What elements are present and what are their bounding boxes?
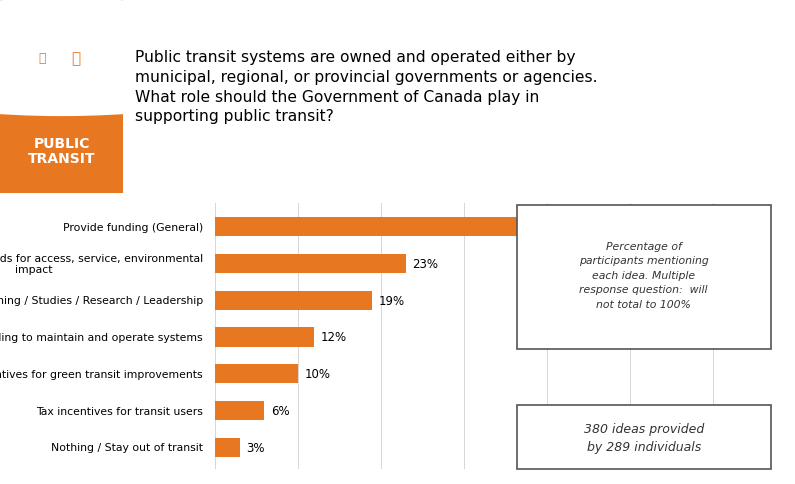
Text: 380 ideas provided
by 289 individuals: 380 ideas provided by 289 individuals <box>584 422 704 453</box>
Text: Percentage of
participants mentioning
each idea. Multiple
response question:  wi: Percentage of participants mentioning ea… <box>579 242 708 309</box>
Text: 6%: 6% <box>271 404 289 417</box>
Bar <box>215 291 372 310</box>
Circle shape <box>0 0 301 116</box>
Bar <box>215 218 712 237</box>
Text: 10%: 10% <box>304 367 330 380</box>
Bar <box>215 328 314 347</box>
Text: 23%: 23% <box>412 257 438 271</box>
Text: 60%: 60% <box>719 221 746 234</box>
Text: 🚌: 🚌 <box>72 51 80 65</box>
Bar <box>215 401 265 420</box>
Bar <box>215 254 405 273</box>
FancyBboxPatch shape <box>517 206 770 349</box>
FancyBboxPatch shape <box>517 406 770 469</box>
Text: 🚶: 🚶 <box>38 52 45 64</box>
Text: Public transit systems are owned and operated either by
municipal, regional, or : Public transit systems are owned and ope… <box>135 50 598 124</box>
Bar <box>0 0 123 194</box>
Bar <box>215 364 297 383</box>
Text: 3%: 3% <box>246 441 265 454</box>
Bar <box>215 438 239 457</box>
Text: 12%: 12% <box>321 331 347 344</box>
Text: 19%: 19% <box>379 294 405 307</box>
Text: PUBLIC
TRANSIT: PUBLIC TRANSIT <box>28 136 95 166</box>
